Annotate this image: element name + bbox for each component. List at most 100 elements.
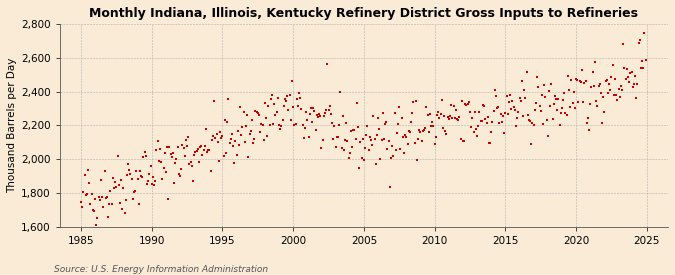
Point (426, 124, 437, 129)
Point (304, 112, 315, 116)
Point (377, 111, 388, 116)
Point (592, 103, 603, 108)
Point (406, 120, 416, 124)
Point (88, 208, 99, 213)
Point (600, 79, 611, 83)
Point (341, 121, 352, 126)
Point (270, 113, 281, 117)
Point (606, 75, 617, 79)
Point (292, 104, 303, 109)
Point (620, 76, 631, 81)
Point (107, 176, 118, 181)
Point (392, 131, 402, 135)
Point (259, 138, 269, 142)
Point (515, 99, 526, 103)
Point (435, 112, 446, 117)
Point (518, 114, 529, 118)
Point (236, 132, 246, 137)
Point (630, 73, 641, 78)
Point (329, 124, 340, 129)
Point (283, 108, 294, 113)
Point (422, 113, 433, 117)
Point (436, 97, 447, 102)
Point (277, 118, 288, 122)
Point (198, 148, 209, 152)
Point (447, 116, 458, 120)
Point (323, 108, 334, 112)
Point (251, 110, 262, 114)
Point (507, 99, 518, 103)
Point (308, 105, 319, 110)
Point (129, 190, 140, 194)
Point (92, 216, 103, 220)
Point (115, 201, 126, 205)
Point (619, 66, 630, 70)
Point (533, 84, 544, 89)
Point (510, 123, 521, 128)
Point (625, 71, 636, 75)
Point (173, 172, 184, 176)
Point (275, 126, 286, 131)
Point (166, 155, 177, 160)
Point (598, 95, 609, 99)
Point (249, 137, 260, 141)
Point (495, 112, 506, 116)
Point (415, 130, 426, 134)
Point (287, 78, 298, 83)
Point (558, 97, 568, 102)
Point (622, 75, 633, 79)
Point (581, 121, 592, 125)
Point (229, 161, 240, 165)
Point (589, 84, 599, 89)
Point (467, 116, 478, 120)
Point (278, 104, 289, 109)
Point (238, 110, 249, 114)
Point (597, 121, 608, 125)
Point (527, 121, 538, 126)
Point (317, 138, 328, 142)
Point (489, 88, 500, 93)
Point (242, 113, 252, 117)
Point (262, 134, 273, 138)
Point (401, 135, 412, 139)
Point (622, 67, 632, 71)
Point (350, 137, 361, 141)
Point (82, 168, 93, 172)
Point (227, 132, 238, 136)
Point (475, 119, 486, 123)
Point (519, 88, 530, 92)
Point (568, 90, 579, 94)
Point (504, 100, 514, 105)
Point (115, 178, 126, 182)
Point (491, 93, 502, 98)
Point (379, 136, 389, 141)
Point (263, 104, 274, 108)
Point (197, 153, 208, 157)
Point (101, 196, 111, 200)
Point (633, 41, 644, 45)
Point (87, 208, 98, 212)
Point (450, 108, 461, 112)
Point (306, 120, 317, 124)
Point (461, 103, 472, 107)
Point (458, 139, 468, 144)
Point (373, 116, 383, 120)
Point (614, 95, 625, 100)
Point (150, 179, 161, 183)
Point (398, 135, 408, 139)
Point (452, 117, 462, 121)
Point (556, 111, 566, 116)
Point (319, 110, 330, 115)
Point (178, 146, 189, 150)
Point (399, 151, 410, 156)
Point (250, 108, 261, 113)
Point (641, 58, 651, 62)
Point (464, 100, 475, 104)
Point (595, 91, 606, 95)
Point (547, 116, 558, 121)
Point (624, 80, 634, 84)
Point (184, 161, 195, 166)
Point (601, 78, 612, 82)
Point (570, 77, 581, 82)
Point (84, 181, 95, 186)
